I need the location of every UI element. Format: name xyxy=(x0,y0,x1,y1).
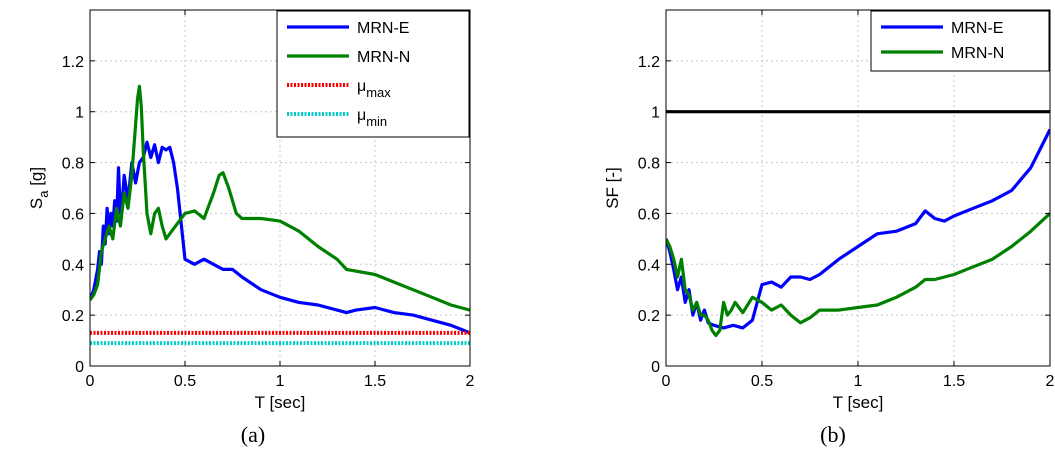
panel-caption: (a) xyxy=(241,422,265,447)
y-axis-label: SF [-] xyxy=(603,167,622,209)
legend-label: μmax xyxy=(357,78,391,100)
legend-label: MRN-N xyxy=(357,49,410,66)
legend-label-main: MRN-E xyxy=(951,20,1003,37)
legend-label-main: μ xyxy=(357,107,366,124)
legend-label-main: MRN-E xyxy=(357,20,409,37)
x-tick-label: 0 xyxy=(662,373,671,390)
y-tick-label: 0.8 xyxy=(62,156,84,173)
y-tick-label: 0.4 xyxy=(62,257,84,274)
series-line-mrn-n xyxy=(90,84,470,312)
chart-a: 0 0.5 1 1.5 2 0 0.2 0.4 0.6 0.8 1 1.2 T [sec] Sa [g] M… xyxy=(27,9,475,447)
legend-label: MRN-E xyxy=(951,20,1003,37)
y-tick-label: 0.6 xyxy=(638,206,660,223)
y-tick-label: 1.2 xyxy=(638,54,660,71)
y-tick-label: 0.2 xyxy=(638,308,660,325)
x-tick-label: 1.5 xyxy=(364,373,386,390)
y-tick-label: 0.2 xyxy=(62,308,84,325)
x-tick-label: 1.5 xyxy=(943,373,965,390)
legend-label-main: μ xyxy=(357,78,366,95)
legend-label-main: MRN-N xyxy=(951,45,1004,62)
y-axis-label: Sa [g] xyxy=(27,167,51,209)
panel-caption: (b) xyxy=(820,422,846,447)
x-tick-label: 1 xyxy=(276,373,285,390)
series-group xyxy=(90,84,470,346)
y-tick-label: 0.8 xyxy=(638,156,660,173)
x-tick-label: 0.5 xyxy=(174,373,196,390)
legend-box xyxy=(870,10,1050,72)
x-tick-label: 0 xyxy=(86,373,95,390)
legend-label: MRN-N xyxy=(951,45,1004,62)
y-axis-label-unit: [g] xyxy=(27,167,46,191)
y-tick-label: 0 xyxy=(651,359,660,376)
y-axis-label-main: S xyxy=(27,198,46,209)
y-axis-label-sub: a xyxy=(36,190,51,198)
legend-label-sub: min xyxy=(366,114,387,129)
x-tick-label: 2 xyxy=(1046,373,1055,390)
y-tick-label: 1 xyxy=(651,105,660,122)
y-tick-label: 0 xyxy=(75,359,84,376)
y-tick-label: 0.6 xyxy=(62,206,84,223)
x-tick-label: 0.5 xyxy=(751,373,773,390)
series-group xyxy=(666,110,1050,338)
y-tick-label: 1.2 xyxy=(62,54,84,71)
y-tick-label: 1 xyxy=(75,105,84,122)
series-line-mrn-n xyxy=(666,212,1050,338)
chart-b: 0 0.5 1 1.5 2 0 0.2 0.4 0.6 0.8 1 1.2 T [sec] SF [-] M… xyxy=(603,9,1055,447)
legend-label: MRN-E xyxy=(357,20,409,37)
y-tick-label: 0.4 xyxy=(638,257,660,274)
legend-label-sub: max xyxy=(366,85,391,100)
y-axis-label-main: SF [-] xyxy=(603,167,622,209)
x-axis-label: T [sec] xyxy=(255,393,306,412)
legend-label: μmin xyxy=(357,107,387,129)
legend-label-main: MRN-N xyxy=(357,49,410,66)
x-axis-label: T [sec] xyxy=(833,393,884,412)
x-tick-label: 2 xyxy=(466,373,475,390)
legend: MRN-E MRN-N xyxy=(870,10,1050,72)
x-tick-label: 1 xyxy=(854,373,863,390)
